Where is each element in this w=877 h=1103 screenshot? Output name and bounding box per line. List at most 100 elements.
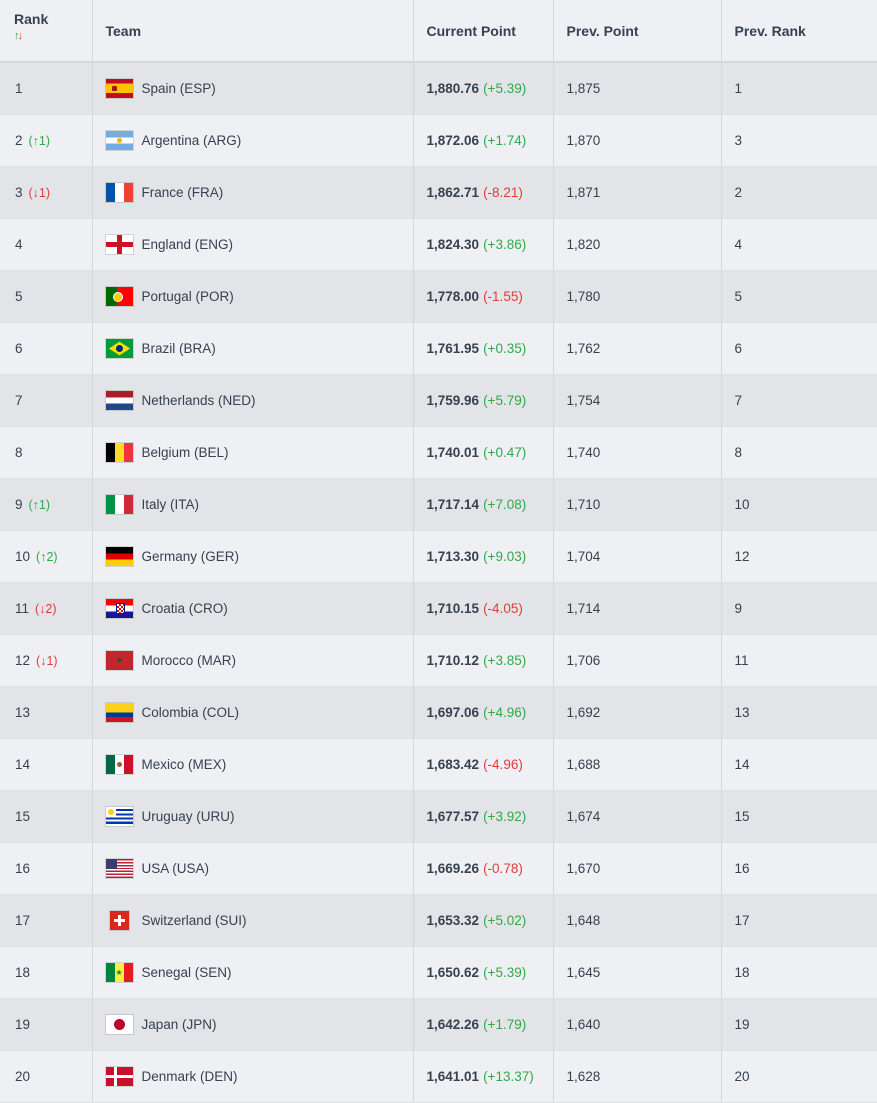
- team-cell[interactable]: Croatia (CRO): [92, 582, 414, 635]
- team-name[interactable]: Argentina (ARG): [141, 132, 242, 148]
- current-point-cell: 1,761.95 (+0.35): [413, 322, 554, 375]
- point-change: (+9.03): [483, 548, 527, 564]
- team-name[interactable]: USA (USA): [141, 860, 210, 876]
- team-cell[interactable]: USA (USA): [92, 842, 414, 895]
- team-cell[interactable]: Switzerland (SUI): [92, 894, 414, 947]
- table-row[interactable]: 16 USA (USA) 1,669.26 (-0.78) 1,670 16: [0, 842, 877, 895]
- rank-cell: 14: [0, 738, 93, 791]
- team-cell[interactable]: Japan (JPN): [92, 998, 414, 1051]
- team-name[interactable]: Netherlands (NED): [141, 392, 256, 408]
- team-name[interactable]: Uruguay (URU): [141, 808, 235, 824]
- current-point-value: 1,778.00: [426, 288, 480, 304]
- team-name[interactable]: Denmark (DEN): [141, 1068, 238, 1084]
- rank-cell: 10 (↑2): [0, 530, 93, 583]
- table-row[interactable]: 3 (↓1) France (FRA) 1,862.71 (-8.21) 1,871 2: [0, 166, 877, 219]
- prev-point-column-header[interactable]: Prev. Point: [553, 0, 722, 63]
- team-name[interactable]: Senegal (SEN): [141, 964, 232, 980]
- current-point-value: 1,650.62: [426, 964, 480, 980]
- rank-cell: 9 (↑1): [0, 478, 93, 531]
- team-name[interactable]: Japan (JPN): [141, 1016, 217, 1032]
- team-cell[interactable]: ★ Morocco (MAR): [92, 634, 414, 687]
- prev-rank-column-header[interactable]: Prev. Rank: [721, 0, 877, 63]
- current-point-value: 1,872.06: [426, 132, 480, 148]
- table-header-row: Rank ↑↓ Team Current Point Prev. Point P…: [0, 0, 877, 63]
- table-row[interactable]: 15 Uruguay (URU) 1,677.57 (+3.92) 1,674 15: [0, 790, 877, 843]
- rank-cell: 6: [0, 322, 93, 375]
- current-point-cell: 1,683.42 (-4.96): [413, 738, 554, 791]
- table-row[interactable]: 8 Belgium (BEL) 1,740.01 (+0.47) 1,740 8: [0, 426, 877, 479]
- table-row[interactable]: 14 Mexico (MEX) 1,683.42 (-4.96) 1,688 14: [0, 738, 877, 791]
- team-name[interactable]: Germany (GER): [141, 548, 240, 564]
- prev-point-cell: 1,628: [553, 1050, 722, 1103]
- table-row[interactable]: 17 Switzerland (SUI) 1,653.32 (+5.02) 1,648 1…: [0, 894, 877, 947]
- sort-icon[interactable]: ↑↓: [14, 30, 92, 42]
- prev-rank-cell: 10: [721, 478, 877, 531]
- table-row[interactable]: 20 Denmark (DEN) 1,641.01 (+13.37) 1,628 20: [0, 1050, 877, 1103]
- team-column-header[interactable]: Team: [92, 0, 414, 63]
- prev-rank-cell: 16: [721, 842, 877, 895]
- team-cell[interactable]: Mexico (MEX): [92, 738, 414, 791]
- team-cell[interactable]: Denmark (DEN): [92, 1050, 414, 1103]
- table-row[interactable]: 12 (↓1) ★ Morocco (MAR) 1,710.12 (+3.85) 1,706…: [0, 634, 877, 687]
- team-cell[interactable]: Uruguay (URU): [92, 790, 414, 843]
- team-cell[interactable]: Belgium (BEL): [92, 426, 414, 479]
- team-name[interactable]: Colombia (COL): [141, 704, 240, 720]
- table-row[interactable]: 19 Japan (JPN) 1,642.26 (+1.79) 1,640 19: [0, 998, 877, 1051]
- point-change: (+4.96): [483, 704, 527, 720]
- table-row[interactable]: 13 Colombia (COL) 1,697.06 (+4.96) 1,692 13: [0, 686, 877, 739]
- prev-point-cell: 1,645: [553, 946, 722, 999]
- germany-flag-icon: [105, 546, 133, 566]
- table-row[interactable]: 18 ★ Senegal (SEN) 1,650.62 (+5.39) 1,645 18: [0, 946, 877, 999]
- point-change: (+0.35): [483, 340, 527, 356]
- rank-column-header[interactable]: Rank ↑↓: [0, 0, 93, 63]
- current-point-value: 1,641.01: [426, 1068, 480, 1084]
- team-name[interactable]: Italy (ITA): [141, 496, 200, 512]
- team-cell[interactable]: Italy (ITA): [92, 478, 414, 531]
- prev-rank-cell: 2: [721, 166, 877, 219]
- team-cell[interactable]: Portugal (POR): [92, 270, 414, 323]
- prev-rank-cell: 4: [721, 218, 877, 271]
- table-row[interactable]: 5 Portugal (POR) 1,778.00 (-1.55) 1,780 5: [0, 270, 877, 323]
- table-row[interactable]: 2 (↑1) Argentina (ARG) 1,872.06 (+1.74) 1,870…: [0, 114, 877, 167]
- table-row[interactable]: 10 (↑2) Germany (GER) 1,713.30 (+9.03) 1,704 1…: [0, 530, 877, 583]
- prev-rank-cell: 14: [721, 738, 877, 791]
- table-row[interactable]: 4 England (ENG) 1,824.30 (+3.86) 1,820 4: [0, 218, 877, 271]
- team-name[interactable]: England (ENG): [141, 236, 234, 252]
- team-name[interactable]: Croatia (CRO): [141, 600, 228, 616]
- table-row[interactable]: 7 Netherlands (NED) 1,759.96 (+5.79) 1,754 7: [0, 374, 877, 427]
- team-name[interactable]: Switzerland (SUI): [141, 912, 247, 928]
- team-name[interactable]: Mexico (MEX): [141, 756, 227, 772]
- point-change: (+0.47): [483, 444, 527, 460]
- current-point-cell: 1,862.71 (-8.21): [413, 166, 554, 219]
- team-cell[interactable]: ★ Senegal (SEN): [92, 946, 414, 999]
- rank-change: (↑2): [36, 549, 58, 564]
- team-name[interactable]: Morocco (MAR): [141, 652, 237, 668]
- table-row[interactable]: 9 (↑1) Italy (ITA) 1,717.14 (+7.08) 1,710 10: [0, 478, 877, 531]
- team-cell[interactable]: Colombia (COL): [92, 686, 414, 739]
- prev-point-cell: 1,674: [553, 790, 722, 843]
- team-cell[interactable]: Argentina (ARG): [92, 114, 414, 167]
- team-name[interactable]: Portugal (POR): [141, 288, 234, 304]
- switzerland-flag-icon: [109, 910, 129, 930]
- team-name[interactable]: France (FRA): [141, 184, 224, 200]
- team-cell[interactable]: Spain (ESP): [92, 62, 414, 115]
- team-cell[interactable]: Germany (GER): [92, 530, 414, 583]
- table-row[interactable]: 6 Brazil (BRA) 1,761.95 (+0.35) 1,762 6: [0, 322, 877, 375]
- point-change: (+3.85): [483, 652, 527, 668]
- team-cell[interactable]: Brazil (BRA): [92, 322, 414, 375]
- team-name[interactable]: Spain (ESP): [141, 80, 216, 96]
- team-name[interactable]: Brazil (BRA): [141, 340, 216, 356]
- prev-rank-cell: 11: [721, 634, 877, 687]
- current-point-cell: 1,740.01 (+0.47): [413, 426, 554, 479]
- prev-rank-cell: 8: [721, 426, 877, 479]
- point-change: (+5.02): [483, 912, 527, 928]
- team-cell[interactable]: France (FRA): [92, 166, 414, 219]
- team-name[interactable]: Belgium (BEL): [141, 444, 229, 460]
- point-change: (-4.96): [483, 756, 523, 772]
- current-point-column-header[interactable]: Current Point: [413, 0, 554, 63]
- table-row[interactable]: 1 Spain (ESP) 1,880.76 (+5.39) 1,875 1: [0, 62, 877, 115]
- team-cell[interactable]: England (ENG): [92, 218, 414, 271]
- rank-value: 20: [15, 1068, 31, 1084]
- table-row[interactable]: 11 (↓2) Croatia (CRO) 1,710.15 (-4.05) 1,714 9: [0, 582, 877, 635]
- team-cell[interactable]: Netherlands (NED): [92, 374, 414, 427]
